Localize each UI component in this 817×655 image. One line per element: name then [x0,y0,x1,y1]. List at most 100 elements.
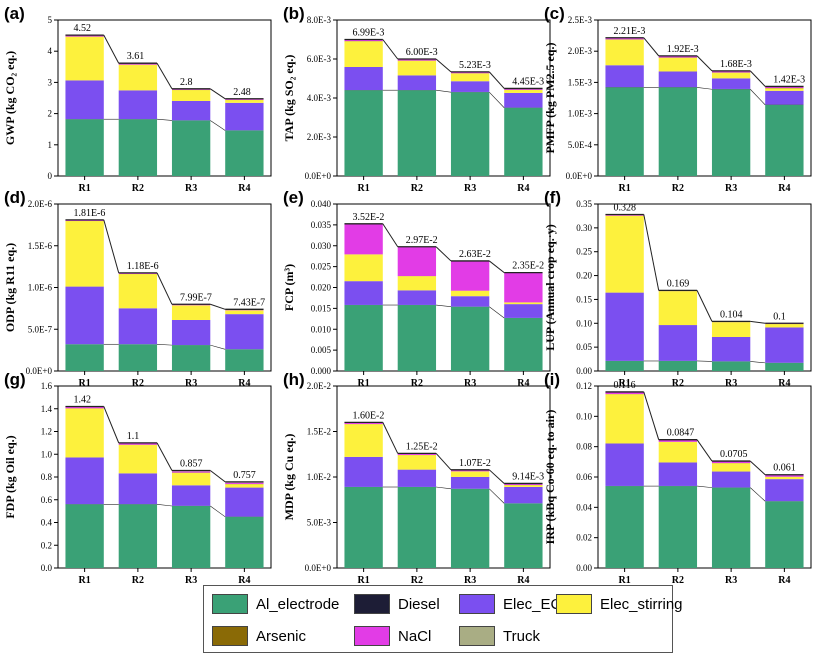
total-data-label: 0.1 [773,311,786,322]
bar-al-electrode-r2 [397,90,437,176]
bar-elec-stirring-r4 [225,100,264,103]
legend-label-nacl: NaCl [398,627,432,645]
y-tick-label: 1.0 [41,449,53,459]
bar-elec-stirring-r1 [65,408,104,458]
bar-al-electrode-r1 [65,119,104,176]
y-tick-label: 0.8 [41,472,53,482]
panel-label: (a) [4,4,25,23]
y-tick-label: 5.0E-7 [28,324,53,334]
bar-elec-ec-r2 [397,75,437,91]
connector-line-total [488,71,505,89]
total-data-label: 6.99E-3 [352,28,384,39]
connector-line-al [697,87,712,90]
bar-elec-ec-r2 [658,325,698,361]
y-tick-label: 1.5E-3 [568,77,593,87]
total-data-label: 1.60E-2 [352,410,384,421]
x-category-label: R4 [517,575,529,586]
y-tick-label: 0.00 [576,563,592,573]
y-tick-label: 0.035 [311,220,332,230]
bar-elec-ec-r1 [344,456,383,487]
x-category-label: R1 [619,378,631,389]
x-category-label: R1 [358,183,370,194]
y-tick-label: 0.12 [576,381,592,391]
bar-elec-ec-r4 [504,304,543,318]
chart-panel-6: (g) 0.0 0.2 0.4 0.6 0.8 1.0 1.2 1.4 1.6 FDP (kg Oi… [3,370,272,586]
bar-al-electrode-r3 [450,92,490,176]
x-category-label: R2 [672,575,684,586]
x-category-label: R1 [358,378,370,389]
legend-label-diesel: Diesel [398,595,440,613]
bar-al-electrode-r1 [605,87,644,176]
bar-elec-ec-r3 [711,471,751,488]
y-tick-label: 6.0E-3 [307,54,332,64]
bar-elec-ec-r4 [765,327,804,363]
total-data-label: 1.1 [127,431,140,442]
connector-line-total [103,219,120,274]
y-tick-label: 0.2 [41,540,52,550]
bar-al-electrode-r4 [504,107,543,176]
y-tick-label: 0.10 [576,411,592,421]
bar-nacl-r3 [450,72,490,74]
bar-elec-ec-r3 [450,476,490,489]
legend-label-al-electrode: Al_electrode [256,595,340,613]
chart-panel-8: (i) 0.00 0.02 0.04 0.06 0.08 0.10 0.12 IRP (kBq … [543,370,812,586]
connector-line-total [210,303,226,310]
bar-al-electrode-r4 [225,516,264,568]
legend-swatch-diesel [354,594,390,614]
connector-line-total [749,460,766,476]
y-tick-label: 0.030 [311,241,332,251]
legend-swatch-elec-ec [459,594,495,614]
bar-al-electrode-r3 [171,506,211,568]
y-tick-label: 0.010 [311,324,332,334]
legend-item-elec-stirring: Elec_stirring [556,594,683,614]
x-category-label: R3 [185,378,197,389]
legend: Al_electrode Diesel Elec_EC Elec_stirrin… [203,585,683,653]
x-category-label: R4 [778,183,790,194]
connector-line-al [489,488,505,504]
y-axis-label: ODP (kg R11 eq.) [3,243,17,332]
bar-elec-ec-r3 [711,78,751,89]
total-data-label: 1.18E-6 [127,261,159,272]
bar-elec-ec-r1 [65,80,104,120]
bar-elec-stirring-r2 [658,291,698,326]
bar-al-electrode-r2 [658,486,698,568]
bar-elec-ec-r1 [605,65,644,88]
x-category-label: R3 [185,575,197,586]
connector-line-al [436,304,451,308]
bar-nacl-r1 [605,214,644,216]
bar-al-electrode-r2 [118,119,158,176]
bar-al-electrode-r4 [765,501,804,568]
bar-nacl-r4 [225,482,264,484]
y-tick-label: 0.0E+0 [305,171,332,181]
legend-item-arsenic: Arsenic [212,626,306,646]
legend-swatch-elec-stirring [556,594,592,614]
total-data-label: 0.061 [773,463,796,474]
bar-al-electrode-r3 [171,345,211,371]
plot-frame [597,203,812,372]
y-tick-label: 3 [48,77,53,87]
y-tick-label: 1.0E-3 [568,109,593,119]
y-tick-label: 2 [48,109,53,119]
bar-nacl-r1 [65,35,104,37]
x-category-label: R2 [132,183,144,194]
connector-line-total [382,39,399,60]
bar-elec-stirring-r4 [504,302,543,305]
connector-line-total [488,469,505,484]
connector-line-total [435,453,452,471]
chart-panel-0: (a) 0 1 2 3 4 5 GWP (kg CO₂ eq.) R1 4.52 R2 3.61 R3 2… [3,4,272,194]
x-category-label: R4 [517,378,529,389]
total-data-label: 3.52E-2 [352,212,384,223]
bar-elec-stirring-r1 [344,254,383,282]
y-tick-label: 2.0E-6 [28,199,53,209]
total-data-label: 6.00E-3 [406,47,438,58]
total-data-label: 0.757 [233,470,256,481]
y-tick-label: 0.4 [41,518,53,528]
bar-al-electrode-r2 [118,504,158,568]
y-tick-label: 0.20 [576,271,592,281]
panel-label: (c) [544,4,565,23]
panel-label: (g) [4,370,26,389]
total-data-label: 0.328 [613,202,636,213]
bar-nacl-r3 [171,471,211,473]
legend-label-elec-ec: Elec_EC [503,595,562,613]
bar-elec-ec-r3 [450,296,490,307]
